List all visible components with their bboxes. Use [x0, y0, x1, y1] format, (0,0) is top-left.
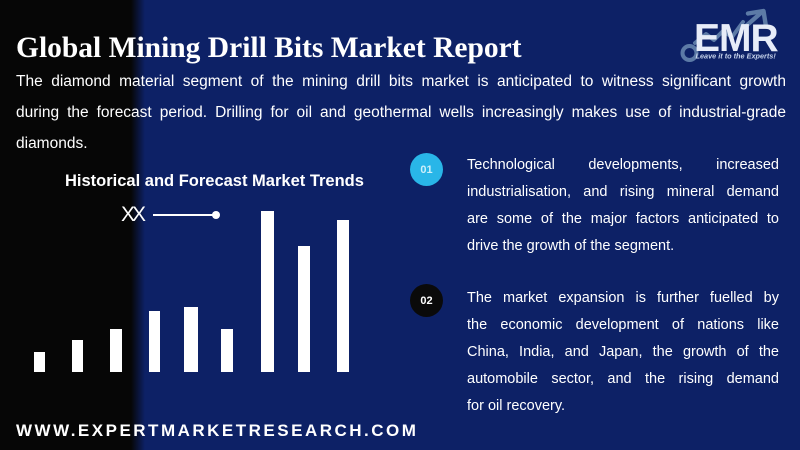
svg-text:Leave it to the Experts!: Leave it to the Experts! [696, 52, 777, 61]
